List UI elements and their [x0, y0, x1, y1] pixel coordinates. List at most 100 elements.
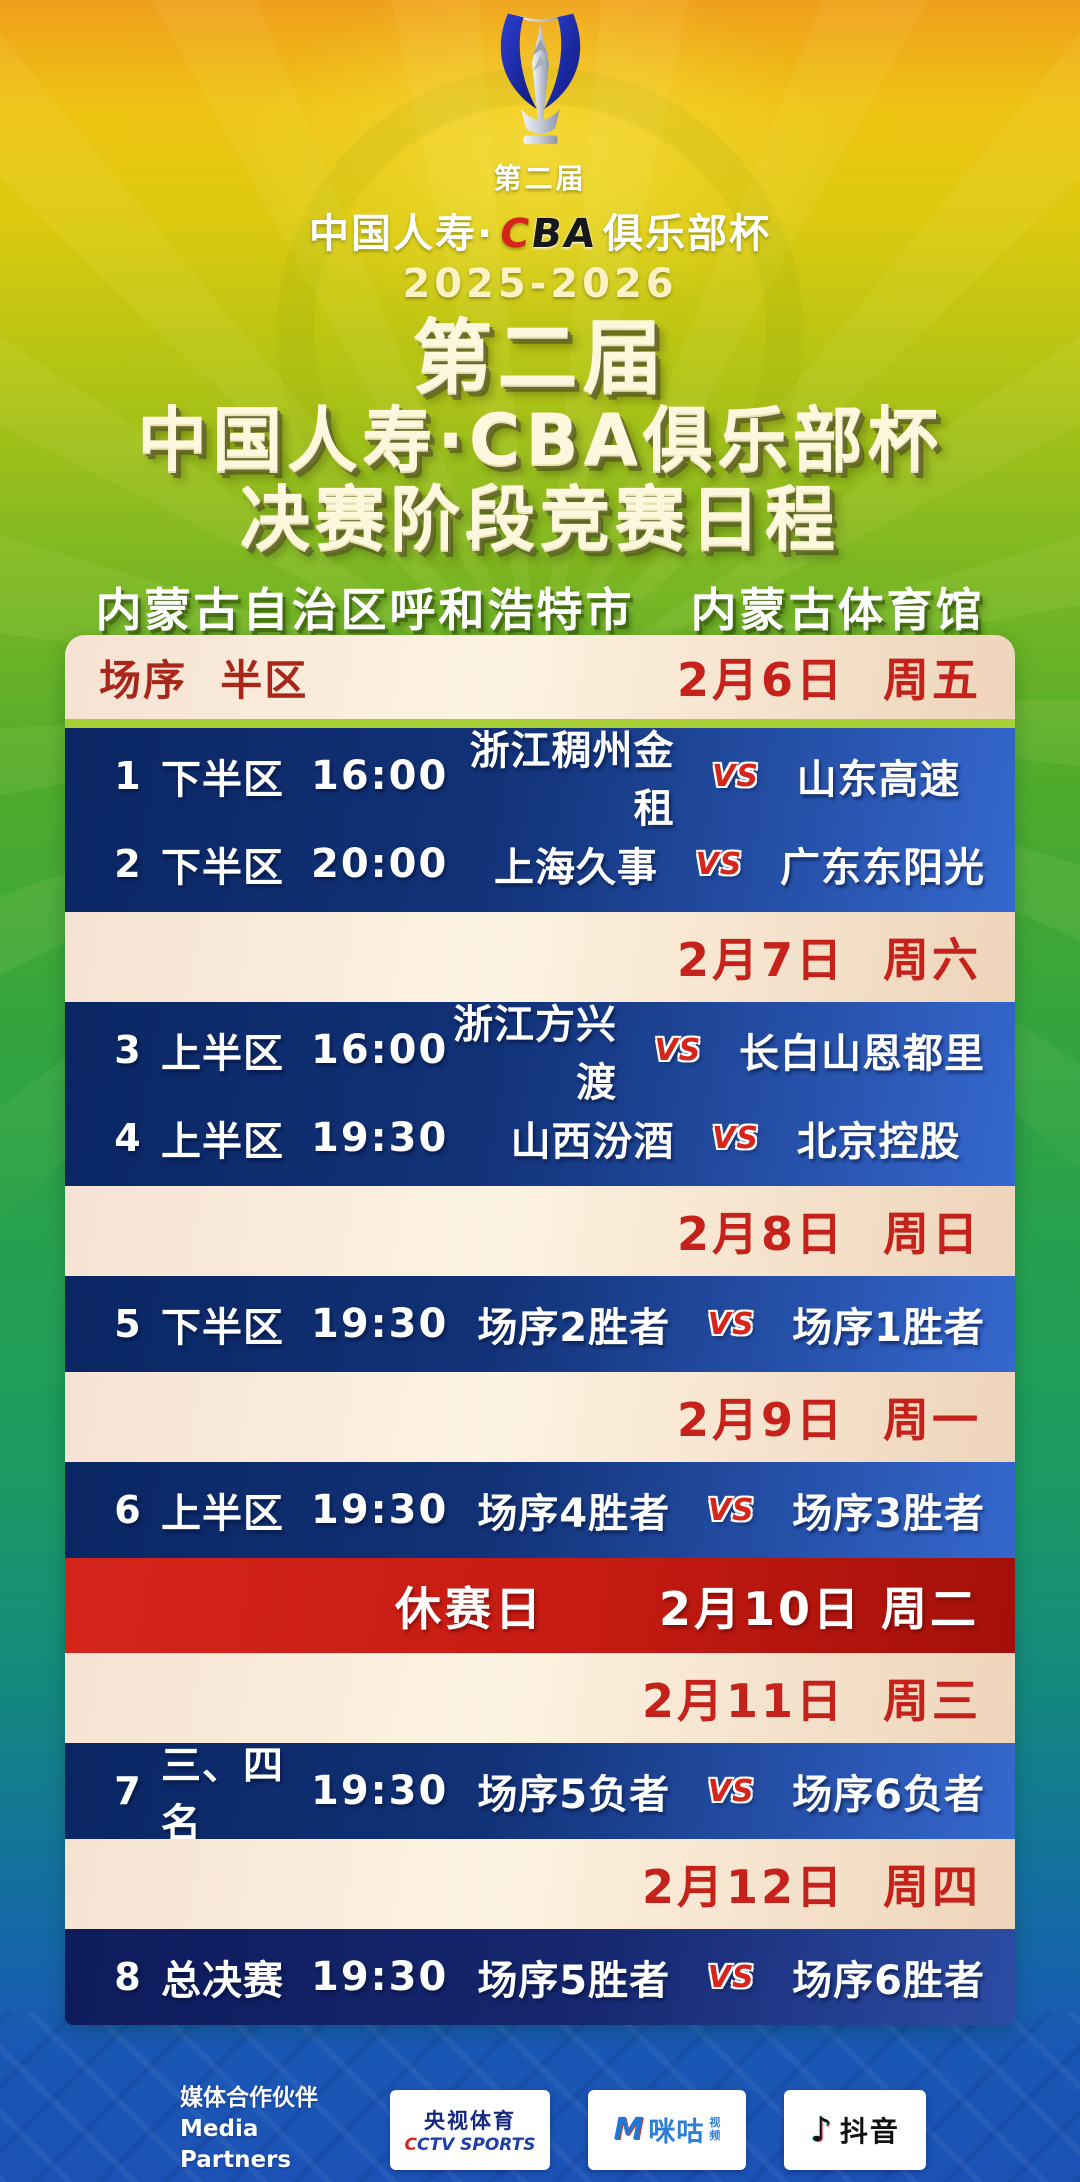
match-stage: 三、四名: [161, 1743, 284, 1847]
away-team: 长白山恩都里: [739, 1031, 985, 1077]
douyin-name-label: 抖音: [839, 2114, 900, 2148]
home-team: 场序2胜者: [477, 1305, 671, 1351]
music-note-icon: ♪: [810, 2109, 832, 2150]
date-label: 2月11日 周三: [641, 1674, 981, 1728]
match-row: 5 下半区 19:30 场序2胜者 VS 场序1胜者: [65, 1280, 1015, 1368]
media-partners-label: 媒体合作伙伴 Media Partners: [180, 2083, 352, 2176]
cba-logo-ba: BA: [528, 211, 601, 257]
match-time: 19:30: [311, 1301, 449, 1347]
match-stage: 上半区: [161, 1491, 284, 1537]
match-time: 20:00: [311, 841, 449, 887]
media-partners-en: Media Partners: [180, 2116, 292, 2174]
home-team: 山西汾酒: [510, 1119, 675, 1165]
title-edition: 第二届: [412, 311, 668, 404]
brand-suffix: 俱乐部杯: [603, 211, 771, 257]
match-time: 19:30: [311, 1115, 449, 1161]
match-number: 8: [114, 1955, 142, 1999]
trophy-logo-icon: [500, 13, 580, 145]
home-team: 场序4胜者: [477, 1491, 671, 1537]
cctv-en-rest: CTV SPORTS: [417, 2134, 536, 2155]
away-team: 场序1胜者: [792, 1305, 985, 1351]
match-time: 19:30: [311, 1954, 449, 2000]
match-stage: 上半区: [161, 1119, 284, 1165]
date-label: 2月9日 周一: [676, 1393, 981, 1447]
away-team: 场序6胜者: [792, 1958, 985, 2004]
vs-badge: VS: [707, 1306, 755, 1342]
band-date: 2月9日 周一: [65, 1372, 1015, 1462]
match-row: 2 下半区 20:00 上海久事 VS 广东东阳光: [65, 820, 1015, 908]
partner-migu-video-logo: M 咪咕 视 频: [588, 2089, 746, 2170]
match-stage: 下半区: [161, 1305, 284, 1351]
match-row: 6 上半区 19:30 场序4胜者 VS 场序3胜者: [65, 1466, 1015, 1554]
match-number: 5: [114, 1302, 142, 1346]
band-matches: 3 上半区 16:00 浙江方兴渡 VS 长白山恩都里 4 上半区 19:30 山西汾酒 VS 北京控…: [65, 1002, 1015, 1186]
match-time: 19:30: [311, 1487, 449, 1533]
match-stage: 上半区: [161, 1031, 284, 1077]
band-matches: 8 总决赛 19:30 场序5胜者 VS 场序6胜者: [65, 1929, 1015, 2025]
schedule-table: 场序 半区 2月6日 周五 1 下半区 16:00 浙江稠州金租 VS 山东高速 2 下半区 20:…: [65, 635, 1015, 2025]
band-rest: 休赛日 2月10日 周二: [65, 1558, 1015, 1653]
migu-video-char1: 视: [709, 2115, 721, 2129]
cctv-en-label: CCTV SPORTS: [405, 2135, 536, 2155]
migu-m-icon: M: [613, 2112, 644, 2148]
home-team: 场序5负者: [477, 1772, 671, 1818]
vs-badge: VS: [695, 846, 743, 882]
venue-arena: 内蒙古体育馆: [690, 583, 985, 638]
season-label: 2025-2026: [402, 261, 678, 307]
venue-city: 内蒙古自治区呼和浩特市: [95, 583, 635, 638]
match-stage: 下半区: [161, 757, 284, 803]
band-matches: 5 下半区 19:30 场序2胜者 VS 场序1胜者: [65, 1276, 1015, 1372]
poster-header: 第二届 中国人寿·CBA俱乐部杯 2025-2026 第二届 中国人寿·CBA俱…: [0, 0, 1080, 640]
rest-day-label: 休赛日: [395, 1581, 545, 1636]
vs-badge: VS: [707, 1773, 755, 1809]
band-date: 2月12日 周四: [65, 1839, 1015, 1929]
band-date: 2月11日 周三: [65, 1653, 1015, 1743]
columns-label: 场序 半区: [99, 655, 309, 705]
logo-edition-label: 第二届: [493, 162, 587, 195]
date-label: 2月6日 周五: [676, 653, 981, 707]
date-label: 2月12日 周四: [641, 1860, 981, 1914]
vs-badge: VS: [707, 1959, 755, 1995]
match-number: 4: [114, 1116, 142, 1160]
band-matches: 6 上半区 19:30 场序4胜者 VS 场序3胜者: [65, 1462, 1015, 1558]
vs-badge: VS: [707, 1492, 755, 1528]
match-number: 2: [114, 842, 142, 886]
match-row: 4 上半区 19:30 山西汾酒 VS 北京控股: [65, 1094, 1015, 1182]
media-partners-cn: 媒体合作伙伴: [180, 2085, 318, 2111]
match-number: 1: [114, 754, 142, 798]
home-team: 上海久事: [494, 845, 658, 891]
vs-badge: VS: [712, 1120, 759, 1156]
logo-brand-line: 中国人寿·CBA俱乐部杯: [0, 201, 1080, 259]
date-label: 2月10日 周二: [658, 1581, 979, 1636]
match-time: 16:00: [311, 753, 449, 799]
match-row: 3 上半区 16:00 浙江方兴渡 VS 长白山恩都里: [65, 1002, 1015, 1106]
date-label: 2月7日 周六: [676, 933, 981, 987]
away-team: 场序3胜者: [792, 1491, 985, 1537]
partner-cctv-sports-logo: 央视体育 CCTV SPORTS: [390, 2089, 550, 2170]
away-team: 北京控股: [796, 1119, 961, 1165]
away-team: 场序6负者: [792, 1772, 985, 1818]
match-time: 19:30: [311, 1768, 449, 1814]
match-stage: 总决赛: [161, 1958, 284, 2004]
match-row: 1 下半区 16:00 浙江稠州金租 VS 山东高速: [65, 728, 1015, 832]
migu-video-char2: 频: [709, 2128, 721, 2142]
band-matches: 7 三、四名 19:30 场序5负者 VS 场序6负者: [65, 1743, 1015, 1847]
away-team: 广东东阳光: [780, 845, 985, 891]
cba-logo: CBA: [497, 211, 600, 257]
footer: 媒体合作伙伴 Media Partners 央视体育 CCTV SPORTS M…: [180, 2083, 926, 2176]
away-team: 山东高速: [796, 757, 961, 803]
match-number: 3: [114, 1028, 142, 1072]
match-time: 16:00: [311, 1027, 449, 1073]
title-brand: 中国人寿·CBA俱乐部杯: [137, 399, 943, 482]
cctv-cn-label: 央视体育: [424, 2108, 516, 2133]
migu-name-label: 咪咕: [648, 2117, 705, 2149]
migu-video-label: 视 频: [709, 2115, 721, 2142]
venue-line: 内蒙古自治区呼和浩特市 内蒙古体育馆: [0, 574, 1080, 640]
date-label: 2月8日 周日: [676, 1207, 981, 1261]
band-date: 2月8日 周日: [65, 1186, 1015, 1276]
band-header: 场序 半区 2月6日 周五: [65, 635, 1015, 728]
match-number: 7: [114, 1769, 142, 1813]
match-number: 6: [114, 1488, 142, 1532]
band-date: 2月7日 周六: [65, 912, 1015, 1002]
